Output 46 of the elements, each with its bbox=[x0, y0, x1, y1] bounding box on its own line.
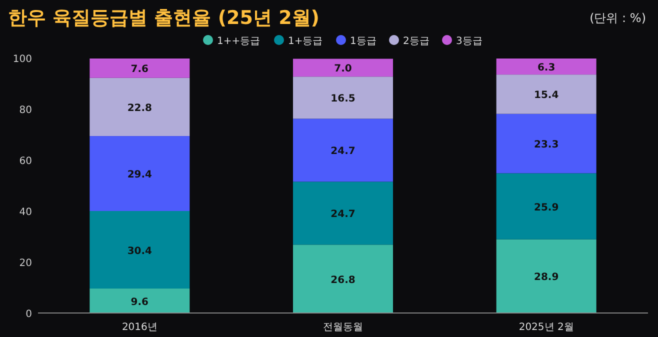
chart-title: 한우 육질등급별 출현율 (25년 2월) bbox=[8, 7, 320, 29]
data-label: 29.4 bbox=[127, 170, 152, 181]
bar bbox=[293, 244, 393, 313]
bar bbox=[90, 78, 190, 136]
data-label: 28.9 bbox=[534, 272, 559, 284]
data-label: 24.7 bbox=[330, 146, 356, 158]
x-tick-label: 2025년 2월 bbox=[518, 322, 574, 333]
legend-label: 1+등급 bbox=[288, 36, 323, 47]
legend-label: 1++등급 bbox=[217, 36, 260, 47]
x-tick-label: 2016년 bbox=[122, 322, 158, 333]
bar bbox=[496, 114, 596, 174]
data-label: 7.0 bbox=[334, 64, 352, 75]
bar bbox=[293, 76, 393, 119]
bar bbox=[496, 74, 596, 114]
data-label: 24.7 bbox=[330, 209, 356, 220]
bar bbox=[293, 182, 393, 245]
text: (단위 : %) bbox=[590, 11, 646, 25]
bar bbox=[496, 58, 596, 75]
x-tick-label: 전월동월 bbox=[323, 322, 363, 333]
y-tick-label: 20 bbox=[19, 258, 32, 269]
bar bbox=[496, 239, 596, 313]
data-label: 26.8 bbox=[330, 274, 356, 286]
bar bbox=[90, 58, 190, 78]
bar bbox=[293, 118, 393, 182]
legend-label: 2등급 bbox=[403, 36, 430, 47]
data-label: 25.9 bbox=[534, 202, 559, 214]
data-label: 16.5 bbox=[330, 94, 356, 105]
legend-label: 1등급 bbox=[350, 36, 376, 47]
bar bbox=[90, 288, 190, 313]
bar bbox=[90, 136, 190, 211]
data-label: 15.4 bbox=[534, 90, 559, 102]
bar bbox=[293, 58, 393, 77]
bar bbox=[496, 173, 596, 240]
y-tick-label: 60 bbox=[19, 156, 32, 167]
data-label: 30.4 bbox=[127, 246, 152, 257]
data-label: 6.3 bbox=[537, 62, 556, 74]
data-label: 7.6 bbox=[130, 64, 149, 76]
y-tick-label: 80 bbox=[19, 105, 32, 116]
bar bbox=[90, 211, 190, 289]
data-label: 22.8 bbox=[127, 102, 152, 114]
data-label: 23.3 bbox=[534, 140, 559, 151]
y-tick-label: 100 bbox=[12, 54, 32, 65]
y-tick-label: 0 bbox=[26, 309, 32, 320]
legend-label: 3등급 bbox=[456, 36, 482, 47]
y-tick-label: 40 bbox=[19, 207, 32, 218]
data-label: 9.6 bbox=[130, 296, 149, 308]
